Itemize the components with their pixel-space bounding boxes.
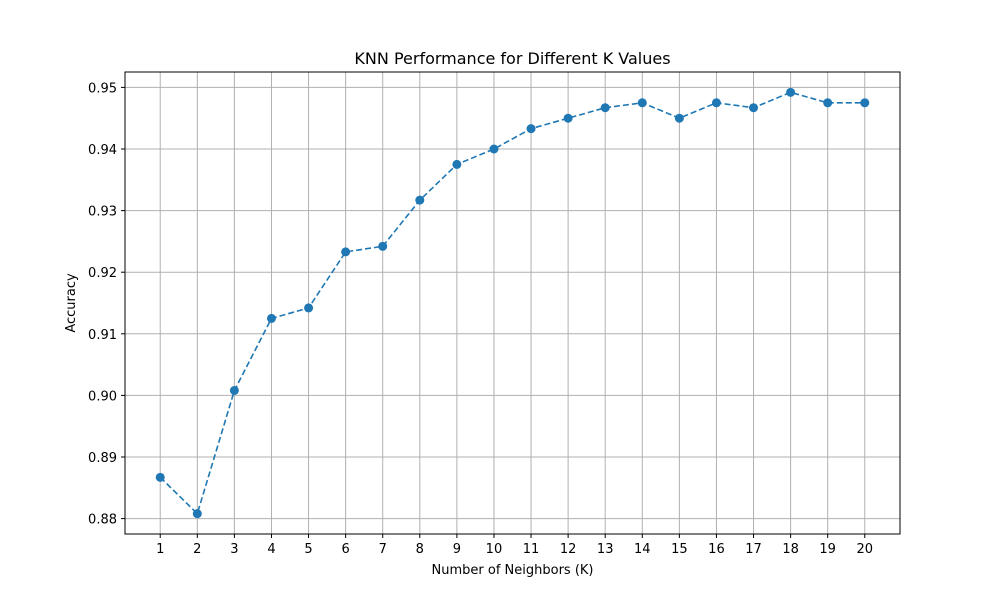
- x-tick-label: 5: [304, 542, 312, 557]
- y-tick-label: 0.89: [88, 451, 117, 466]
- x-tick-label: 14: [634, 542, 651, 557]
- data-point: [786, 87, 796, 97]
- data-point: [266, 313, 276, 323]
- y-tick-label: 0.90: [88, 389, 117, 404]
- data-point: [711, 98, 721, 108]
- x-tick-label: 20: [856, 542, 873, 557]
- ticks: 1 2 3 4 5 6 7 8 9 10 11 12 13 14 15 16 17 18 19 200.880.890…: [88, 81, 873, 557]
- x-tick-label: 9: [453, 542, 461, 557]
- data-point: [341, 247, 351, 257]
- y-tick-label: 0.93: [88, 205, 117, 220]
- data-point: [415, 195, 425, 205]
- y-tick-label: 0.94: [88, 143, 117, 158]
- x-tick-label: 3: [230, 542, 238, 557]
- data-point: [637, 98, 647, 108]
- y-axis-label: Accuracy: [64, 273, 79, 333]
- x-axis-label: Number of Neighbors (K): [432, 563, 594, 578]
- data-point: [155, 472, 165, 482]
- chart-title: KNN Performance for Different K Values: [354, 49, 670, 68]
- y-tick-label: 0.88: [88, 513, 117, 528]
- x-tick-label: 8: [416, 542, 424, 557]
- x-tick-label: 17: [745, 542, 762, 557]
- y-tick-label: 0.91: [88, 328, 117, 343]
- x-tick-label: 1: [156, 542, 164, 557]
- data-point: [749, 103, 759, 113]
- y-tick-label: 0.95: [88, 81, 117, 96]
- data-point: [378, 241, 388, 251]
- data-point: [674, 113, 684, 123]
- markers: [155, 87, 870, 519]
- series-line: [159, 91, 865, 516]
- x-tick-label: 11: [523, 542, 540, 557]
- data-point: [563, 113, 573, 123]
- data-point: [600, 103, 610, 113]
- x-tick-label: 6: [341, 542, 349, 557]
- x-tick-label: 15: [671, 542, 688, 557]
- y-tick-label: 0.92: [88, 266, 117, 281]
- x-tick-label: 4: [267, 542, 275, 557]
- x-tick-label: 16: [708, 542, 725, 557]
- x-tick-label: 19: [819, 542, 836, 557]
- data-point: [192, 509, 202, 519]
- x-tick-label: 2: [193, 542, 201, 557]
- data-point: [452, 159, 462, 169]
- data-point: [860, 98, 870, 108]
- data-point: [526, 124, 536, 134]
- x-tick-label: 7: [379, 542, 387, 557]
- grid: [125, 72, 900, 534]
- data-point: [489, 144, 499, 154]
- data-point: [823, 98, 833, 108]
- data-point: [304, 303, 314, 313]
- x-tick-label: 13: [597, 542, 614, 557]
- plot-frame: [124, 71, 901, 535]
- x-tick-label: 12: [560, 542, 577, 557]
- data-point: [229, 385, 239, 395]
- x-tick-label: 10: [486, 542, 503, 557]
- x-tick-label: 18: [782, 542, 799, 557]
